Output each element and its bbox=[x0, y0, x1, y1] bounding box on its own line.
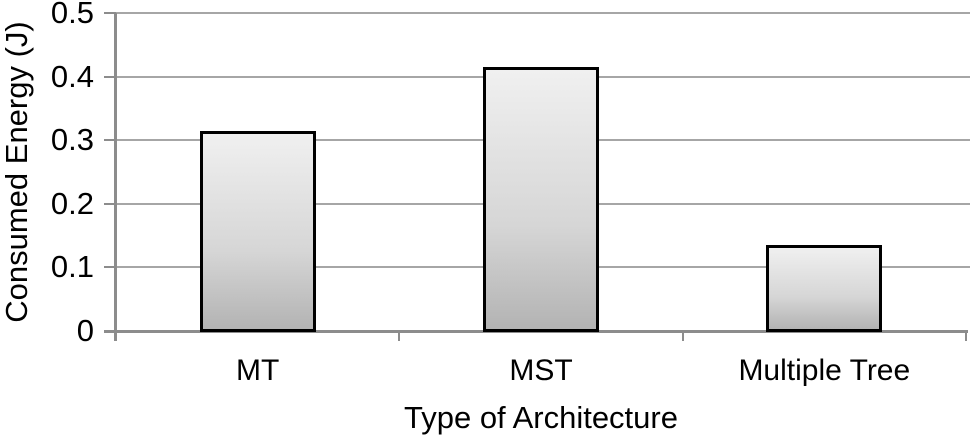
y-tick-mark bbox=[104, 139, 116, 142]
y-tick-mark bbox=[104, 12, 116, 14]
y-axis-title: Consumed Energy (J) bbox=[0, 21, 34, 323]
x-axis-title: Type of Architecture bbox=[404, 400, 678, 435]
y-tick-label: 0.5 bbox=[50, 0, 94, 30]
bar-mt bbox=[199, 130, 316, 332]
y-tick-label: 0.2 bbox=[50, 185, 94, 221]
y-tick-mark bbox=[104, 202, 116, 205]
bar-mst bbox=[483, 67, 599, 332]
bar-multiple-tree bbox=[766, 245, 883, 332]
category-label-multiple-tree: Multiple Tree bbox=[738, 354, 911, 387]
y-tick-mark bbox=[104, 75, 116, 78]
gridline bbox=[116, 12, 970, 14]
x-tick-mark bbox=[965, 331, 967, 341]
y-tick-label: 0.4 bbox=[50, 58, 94, 94]
y-tick-label: 0 bbox=[76, 313, 94, 348]
y-axis-line bbox=[114, 13, 117, 341]
y-tick-mark bbox=[104, 266, 116, 269]
category-label-mst: MST bbox=[509, 354, 573, 387]
category-label-mt: MT bbox=[236, 354, 280, 387]
y-tick-label: 0.1 bbox=[50, 249, 94, 285]
x-tick-mark bbox=[398, 331, 401, 341]
y-tick-label: 0.3 bbox=[50, 122, 94, 158]
x-tick-mark bbox=[681, 331, 684, 341]
x-tick-mark bbox=[115, 331, 117, 341]
